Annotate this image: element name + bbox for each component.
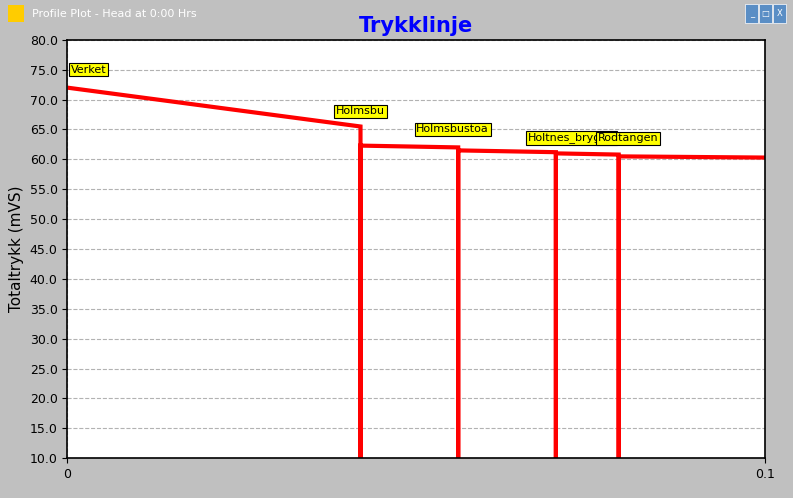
Text: Holmsbu: Holmsbu [336, 107, 385, 117]
Text: Holmsbustoa: Holmsbustoa [416, 124, 489, 134]
Text: Holtnes_brygge: Holtnes_brygge [528, 132, 615, 143]
Bar [8, 5, 24, 22]
Text: Profile Plot - Head at 0:00 Hrs: Profile Plot - Head at 0:00 Hrs [32, 8, 197, 19]
Text: Verket: Verket [71, 65, 106, 75]
Bar [745, 4, 758, 23]
Text: _: _ [749, 8, 754, 17]
Text: □: □ [761, 8, 769, 17]
Bar [759, 4, 772, 23]
Text: X: X [776, 8, 783, 17]
Text: Rodtangen: Rodtangen [598, 133, 658, 143]
Title: Trykklinje: Trykklinje [359, 15, 473, 35]
Y-axis label: Totaltrykk (mVS): Totaltrykk (mVS) [10, 186, 24, 312]
Bar [773, 4, 786, 23]
